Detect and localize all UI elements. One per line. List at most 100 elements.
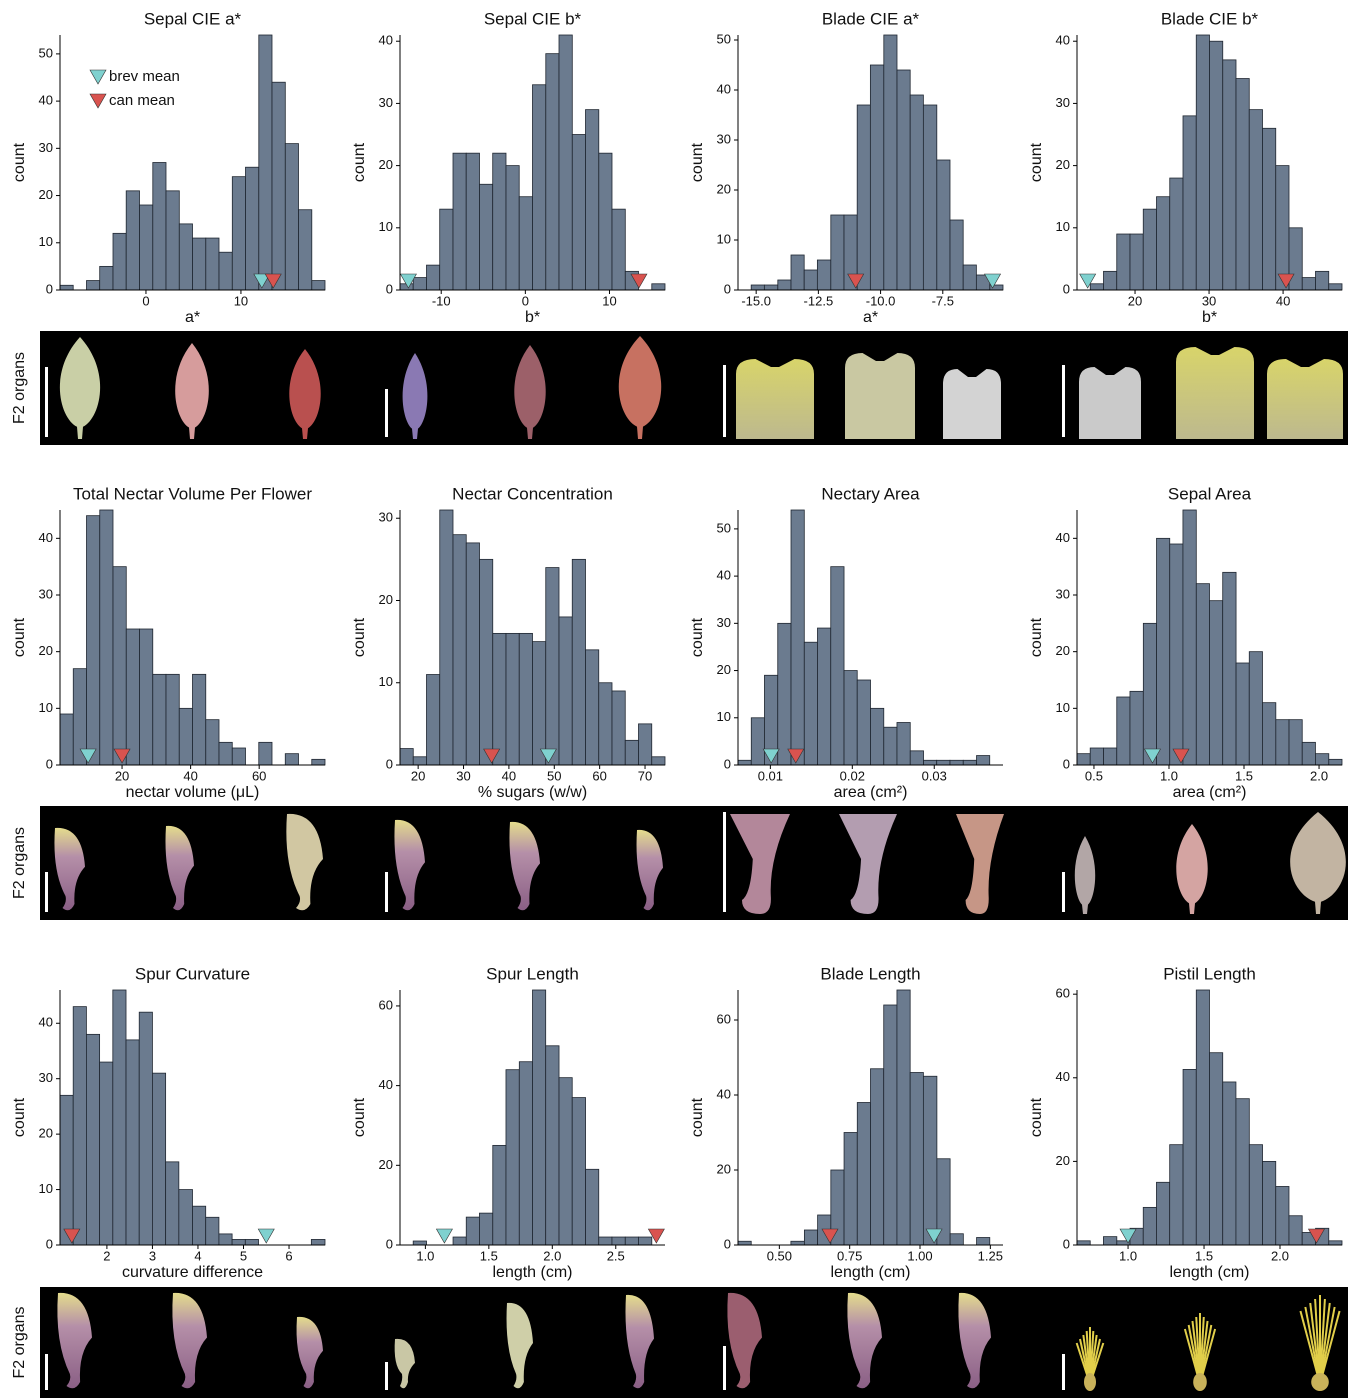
y-tick-label: 40 xyxy=(379,33,393,48)
histogram-bar xyxy=(87,516,100,765)
histogram-bar xyxy=(546,1046,559,1245)
x-tick-label: 0.5 xyxy=(1085,768,1103,783)
histogram-bar xyxy=(1156,1182,1169,1245)
histogram-bar xyxy=(1263,1161,1276,1245)
histogram-bar xyxy=(533,85,546,290)
histogram-bar xyxy=(778,280,791,290)
histogram-bar xyxy=(126,191,139,290)
histogram-bar xyxy=(259,35,272,290)
histogram-bar xyxy=(519,633,532,765)
histogram-bar xyxy=(219,252,232,290)
scale-bar xyxy=(385,1362,388,1390)
histogram-bar xyxy=(140,629,153,765)
strip-label: F2 organs xyxy=(11,352,28,424)
histogram-bar xyxy=(519,197,532,290)
y-tick-label: 20 xyxy=(379,157,393,172)
histogram-bar xyxy=(1276,166,1289,290)
y-tick-label: 40 xyxy=(39,1015,53,1030)
y-tick-label: 0 xyxy=(1063,281,1070,296)
histogram-bar xyxy=(586,110,599,290)
chart-title: Spur Length xyxy=(486,964,579,983)
histogram-bar xyxy=(1130,691,1143,765)
histogram-bar xyxy=(100,266,113,290)
histogram-bar xyxy=(533,642,546,765)
y-tick-label: 30 xyxy=(39,140,53,155)
x-tick-label: -10.0 xyxy=(866,293,896,308)
histogram-bar xyxy=(453,153,466,290)
x-tick-label: -10 xyxy=(432,293,451,308)
y-tick-label: 0 xyxy=(46,281,53,296)
x-tick-label: 2.0 xyxy=(1271,1248,1289,1263)
x-axis-label: curvature difference xyxy=(122,1264,263,1281)
histogram-bar xyxy=(113,990,126,1245)
y-axis-label: count xyxy=(689,617,706,657)
histogram-bar xyxy=(910,1073,923,1246)
organ xyxy=(845,353,915,439)
histogram-bar xyxy=(1090,748,1103,765)
histogram-bar xyxy=(440,209,453,290)
histogram-bar xyxy=(546,568,559,765)
histogram-bar xyxy=(179,224,192,290)
x-tick-label: 5 xyxy=(240,1248,247,1263)
x-axis-label: % sugars (w/w) xyxy=(478,784,587,801)
y-tick-label: 10 xyxy=(39,1181,53,1196)
chart-title: Blade Length xyxy=(820,964,920,983)
histogram-bar xyxy=(751,285,764,290)
histogram-bar xyxy=(1196,584,1209,765)
histogram-bar xyxy=(1236,1099,1249,1245)
histogram-chart: Blade Length02040600.500.751.001.25lengt… xyxy=(689,964,1003,1281)
histogram-bar xyxy=(1090,284,1103,290)
y-axis-label: count xyxy=(351,617,368,657)
histogram-chart: Nectary Area010203040500.010.020.03area … xyxy=(689,484,1003,801)
x-tick-label: 2.5 xyxy=(607,1248,625,1263)
y-tick-label: 50 xyxy=(39,45,53,60)
histogram-bar xyxy=(312,759,325,765)
histogram-bar xyxy=(804,1230,817,1245)
histogram-bar xyxy=(206,720,219,765)
histogram-chart: Spur Length02040601.01.52.02.5length (cm… xyxy=(351,964,665,1281)
histogram-bar xyxy=(1316,271,1329,290)
y-tick-label: 0 xyxy=(1063,1236,1070,1251)
histogram-bar xyxy=(546,54,559,290)
scale-bar xyxy=(1062,365,1065,437)
histogram-bar xyxy=(871,1069,884,1245)
histogram-bar xyxy=(639,724,652,765)
y-tick-label: 40 xyxy=(1056,33,1070,48)
x-tick-label: 1.5 xyxy=(480,1248,498,1263)
strip-background xyxy=(40,1287,1348,1398)
histogram-bar xyxy=(559,1078,572,1245)
histogram-bar xyxy=(166,674,179,765)
histogram-bar xyxy=(1117,234,1130,290)
y-tick-label: 20 xyxy=(39,187,53,202)
histogram-bar xyxy=(1276,720,1289,765)
x-tick-label: 20 xyxy=(1128,293,1142,308)
histogram-bar xyxy=(612,691,625,765)
histogram-bar xyxy=(100,510,113,765)
histogram-bar xyxy=(453,535,466,765)
histogram-bar xyxy=(1289,228,1302,290)
scale-bar xyxy=(1062,1354,1065,1390)
y-tick-label: 30 xyxy=(717,615,731,630)
x-axis-label: nectar volume (μL) xyxy=(126,784,260,801)
histogram-bar xyxy=(638,1237,651,1245)
histogram-bar xyxy=(1196,990,1209,1245)
histogram-bar xyxy=(480,184,493,290)
x-tick-label: 10 xyxy=(602,293,616,308)
histogram-bar xyxy=(126,1040,139,1245)
y-tick-label: 0 xyxy=(724,756,731,771)
y-tick-label: 10 xyxy=(39,700,53,715)
y-tick-label: 10 xyxy=(717,231,731,246)
histogram-bar xyxy=(506,166,519,290)
histogram-bar xyxy=(599,153,612,290)
photo-strip: F2 organs xyxy=(11,1287,1348,1398)
histogram-bar xyxy=(950,760,963,765)
x-tick-label: 0.03 xyxy=(922,768,947,783)
legend-marker xyxy=(90,94,106,108)
x-axis-label: length (cm) xyxy=(1169,1264,1249,1281)
histogram-bar xyxy=(1210,601,1223,765)
x-axis-label: a* xyxy=(185,309,200,326)
x-tick-label: 0.75 xyxy=(837,1248,862,1263)
